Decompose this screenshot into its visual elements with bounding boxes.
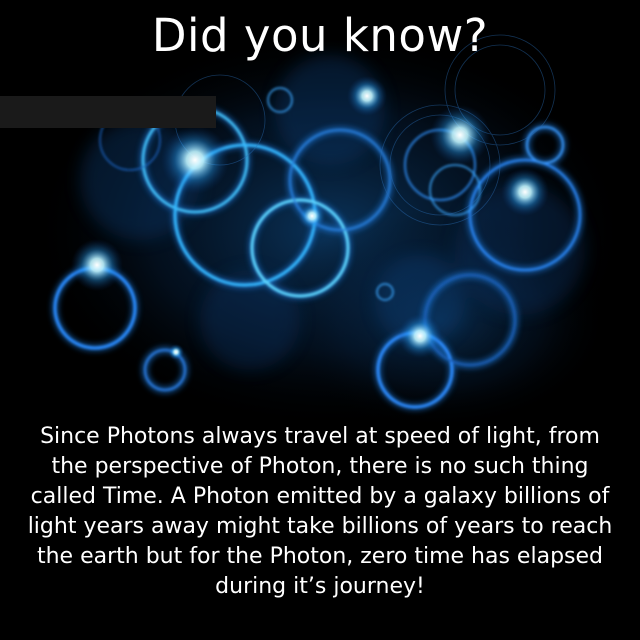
caption-line: light years away might take billions of … (27, 514, 613, 539)
ring (289, 129, 391, 231)
light-rings (53, 87, 581, 409)
ring (469, 159, 581, 271)
light-flares (71, 76, 549, 360)
caption-line: the perspective of Photon, there is no s… (51, 454, 589, 479)
page-title: Did you know? (151, 9, 489, 62)
ring (267, 87, 293, 113)
caption-line: called Time. A Photon emitted by a galax… (30, 484, 610, 509)
ring (250, 198, 350, 298)
caption-line: during it’s journey! (215, 574, 425, 599)
ring (144, 349, 186, 391)
flare (501, 168, 549, 216)
flare (168, 344, 184, 360)
redaction-bar (0, 96, 216, 128)
flare (161, 126, 229, 194)
flare (398, 314, 442, 358)
caption-text: Since Photons always travel at speed of … (10, 422, 630, 602)
flare (347, 76, 387, 116)
flare (71, 239, 123, 291)
flare (298, 202, 326, 230)
flare (430, 105, 490, 165)
ring (376, 283, 394, 301)
caption-line: the earth but for the Photon, zero time … (36, 544, 603, 569)
ring (526, 126, 564, 164)
ring (429, 164, 481, 216)
caption-line: Since Photons always travel at speed of … (40, 424, 600, 449)
